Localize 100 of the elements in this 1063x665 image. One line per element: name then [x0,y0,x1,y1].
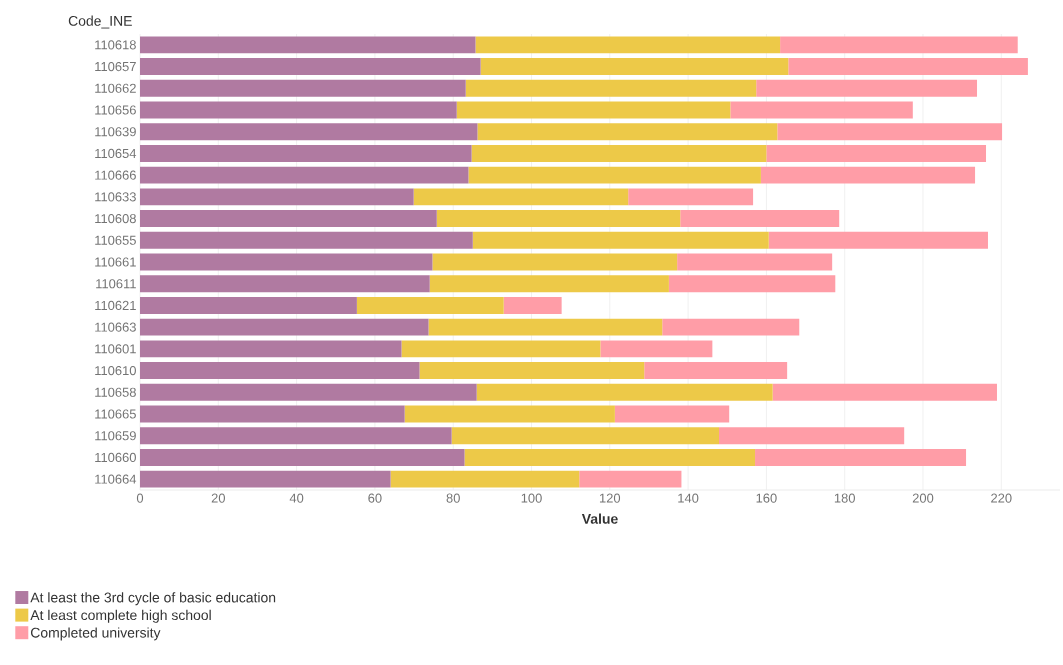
y-tick-label: 110660 [95,452,136,463]
bar [476,383,773,401]
bar [471,144,767,162]
x-tick-label: 80 [446,493,460,503]
y-tick-label: 110654 [95,148,137,159]
y-tick-label: 110657 [95,61,136,72]
x-tick-label: 0 [136,493,144,503]
bar [401,340,601,358]
y-tick-label: 110664 [95,474,137,484]
y-tick-label: 110639 [95,127,136,137]
y-tick-label: 110655 [95,235,136,245]
bar [140,231,473,249]
bar [768,231,988,249]
legend-label: Completed university [31,627,161,641]
x-tick-label: 120 [599,493,621,503]
bar [788,58,1028,76]
bar [780,36,1018,54]
bar [579,470,682,488]
bar [503,296,562,314]
x-tick-label: 200 [912,493,934,503]
x-axis-title: Value [581,513,618,524]
x-tick-label: 160 [756,493,777,503]
legend-label: At least the 3rd cycle of basic education [30,592,276,606]
bar [140,470,391,488]
bar [668,275,836,293]
bar [628,188,754,206]
x-tick-label: 100 [521,493,542,503]
bar [140,210,437,228]
bar [428,318,663,336]
bar [600,340,713,358]
bar [719,427,905,445]
bar [140,383,477,401]
bar [140,123,478,141]
bar [140,36,476,54]
bar [755,448,967,466]
x-tick-label: 180 [834,493,855,503]
y-tick-label: 110608 [95,213,136,224]
bar [436,210,681,228]
bar [662,318,800,336]
y-tick-label: 110601 [95,344,136,354]
bar [464,448,756,466]
bar [760,166,976,184]
y-tick-label: 110610 [95,365,136,376]
bar [730,101,913,119]
y-tick-label: 110656 [95,105,136,115]
bar [772,383,997,401]
bar [680,210,840,228]
bar [356,296,504,314]
bar [140,427,452,445]
y-tick-label: 110659 [95,431,136,441]
x-tick-label: 60 [368,493,382,503]
bar [140,144,472,162]
x-tick-label: 140 [678,493,699,503]
bar [140,340,402,358]
bar [390,470,580,488]
bar [140,166,469,184]
bar [140,362,420,380]
y-tick-label: 110662 [95,83,136,93]
bar [432,253,678,271]
y-tick-label: 110633 [95,192,136,202]
y-axis-title: Code_INE [68,15,132,29]
bar [140,275,430,293]
y-tick-label: 110666 [95,170,136,180]
y-tick-label: 110663 [95,322,136,332]
y-tick-label: 110665 [95,409,136,419]
bar [419,362,645,380]
y-tick-label: 110621 [95,300,136,311]
bar [644,362,788,380]
bar [140,448,465,466]
bar [140,296,357,314]
bar [677,253,833,271]
y-tick-label: 110658 [95,387,136,397]
bar [456,101,731,119]
bar [140,79,466,97]
bar [140,188,414,206]
bar [468,166,761,184]
x-tick-label: 20 [211,493,225,503]
x-tick-label: 40 [289,493,304,503]
bar [140,101,457,119]
bar [140,405,405,423]
bar [140,58,481,76]
bar [477,123,778,141]
bar [766,144,987,162]
y-tick-label: 110661 [95,257,136,267]
bar [404,405,615,423]
bar [614,405,730,423]
bar [756,79,978,97]
bar [472,231,769,249]
bar [451,427,720,445]
bar [465,79,757,97]
bar [429,275,669,293]
x-tick-label: 220 [991,493,1012,503]
bar [413,188,629,206]
legend-label: At least complete high school [30,609,211,623]
y-tick-label: 110618 [95,40,136,50]
bar [140,253,433,271]
bar [777,123,1003,141]
bar [140,318,429,336]
y-tick-label: 110611 [96,279,136,289]
bar [480,58,789,76]
